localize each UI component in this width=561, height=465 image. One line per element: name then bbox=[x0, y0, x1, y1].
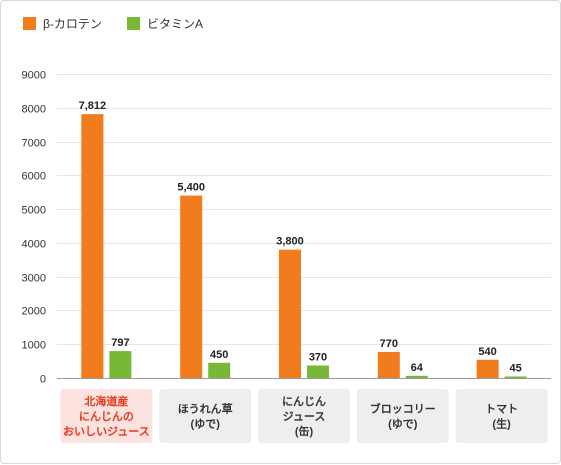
legend-label: β-カロテン bbox=[43, 17, 102, 31]
y-tick-label: 6000 bbox=[22, 171, 46, 183]
y-tick-label: 2000 bbox=[22, 306, 46, 318]
value-label: 45 bbox=[509, 362, 521, 374]
bar bbox=[476, 359, 499, 378]
y-axis-ticks: 0 1000 2000 3000 4000 5000 6000 7000 8000 9000 bbox=[22, 70, 46, 386]
legend-label: ビタミンA bbox=[147, 17, 203, 31]
y-tick-label: 4000 bbox=[22, 239, 46, 251]
bar bbox=[279, 249, 301, 378]
legend-swatch bbox=[127, 17, 140, 30]
value-label: 450 bbox=[210, 349, 228, 361]
category-box bbox=[159, 389, 252, 443]
bar bbox=[377, 351, 400, 378]
value-label: 5,400 bbox=[177, 182, 205, 194]
category-label: ジュース bbox=[283, 410, 326, 423]
category-label: おいしいジュース bbox=[63, 425, 150, 438]
category-label: にんじん bbox=[282, 395, 326, 408]
bar bbox=[208, 362, 231, 378]
y-tick-label: 1000 bbox=[22, 340, 46, 352]
value-label: 64 bbox=[411, 362, 424, 374]
category-label: トマト bbox=[485, 403, 518, 416]
y-tick-label: 8000 bbox=[22, 104, 46, 116]
value-label: 797 bbox=[111, 337, 129, 349]
category-label: 北海道産 bbox=[84, 394, 128, 408]
category-label: (ゆで) bbox=[191, 418, 221, 431]
bar bbox=[180, 195, 203, 378]
category-box bbox=[356, 389, 449, 443]
bar bbox=[109, 351, 132, 378]
category-label: (缶) bbox=[295, 424, 314, 438]
value-label: 540 bbox=[478, 346, 496, 358]
legend-swatch bbox=[23, 17, 36, 30]
value-label: 3,800 bbox=[276, 236, 304, 248]
y-tick-label: 3000 bbox=[22, 273, 46, 285]
legend: β-カロテン ビタミンA bbox=[23, 17, 203, 31]
bar-marks bbox=[81, 114, 527, 379]
value-label: 370 bbox=[309, 352, 327, 364]
category-box bbox=[258, 389, 350, 443]
bar bbox=[405, 375, 428, 378]
y-tick-label: 0 bbox=[40, 374, 46, 386]
bar bbox=[307, 365, 329, 378]
category-box bbox=[455, 389, 548, 443]
category-label: にんじんの bbox=[79, 410, 134, 423]
value-label: 7,812 bbox=[79, 100, 107, 112]
y-tick-label: 7000 bbox=[22, 138, 46, 150]
grid-lines bbox=[57, 74, 551, 379]
category-label: (ゆで) bbox=[388, 418, 418, 431]
category-label: (生) bbox=[492, 417, 511, 431]
y-tick-label: 5000 bbox=[22, 205, 46, 217]
category-box bbox=[60, 389, 153, 443]
value-label: 770 bbox=[380, 338, 398, 350]
value-labels: 7,812 5,400 3,800 770 540 797 450 370 64 45 bbox=[79, 100, 522, 374]
bar bbox=[81, 114, 104, 379]
y-tick-label: 9000 bbox=[22, 70, 46, 82]
bar bbox=[504, 376, 527, 378]
category-label: ブロッコリー bbox=[370, 402, 436, 416]
category-label: ほうれん草 bbox=[178, 402, 233, 416]
